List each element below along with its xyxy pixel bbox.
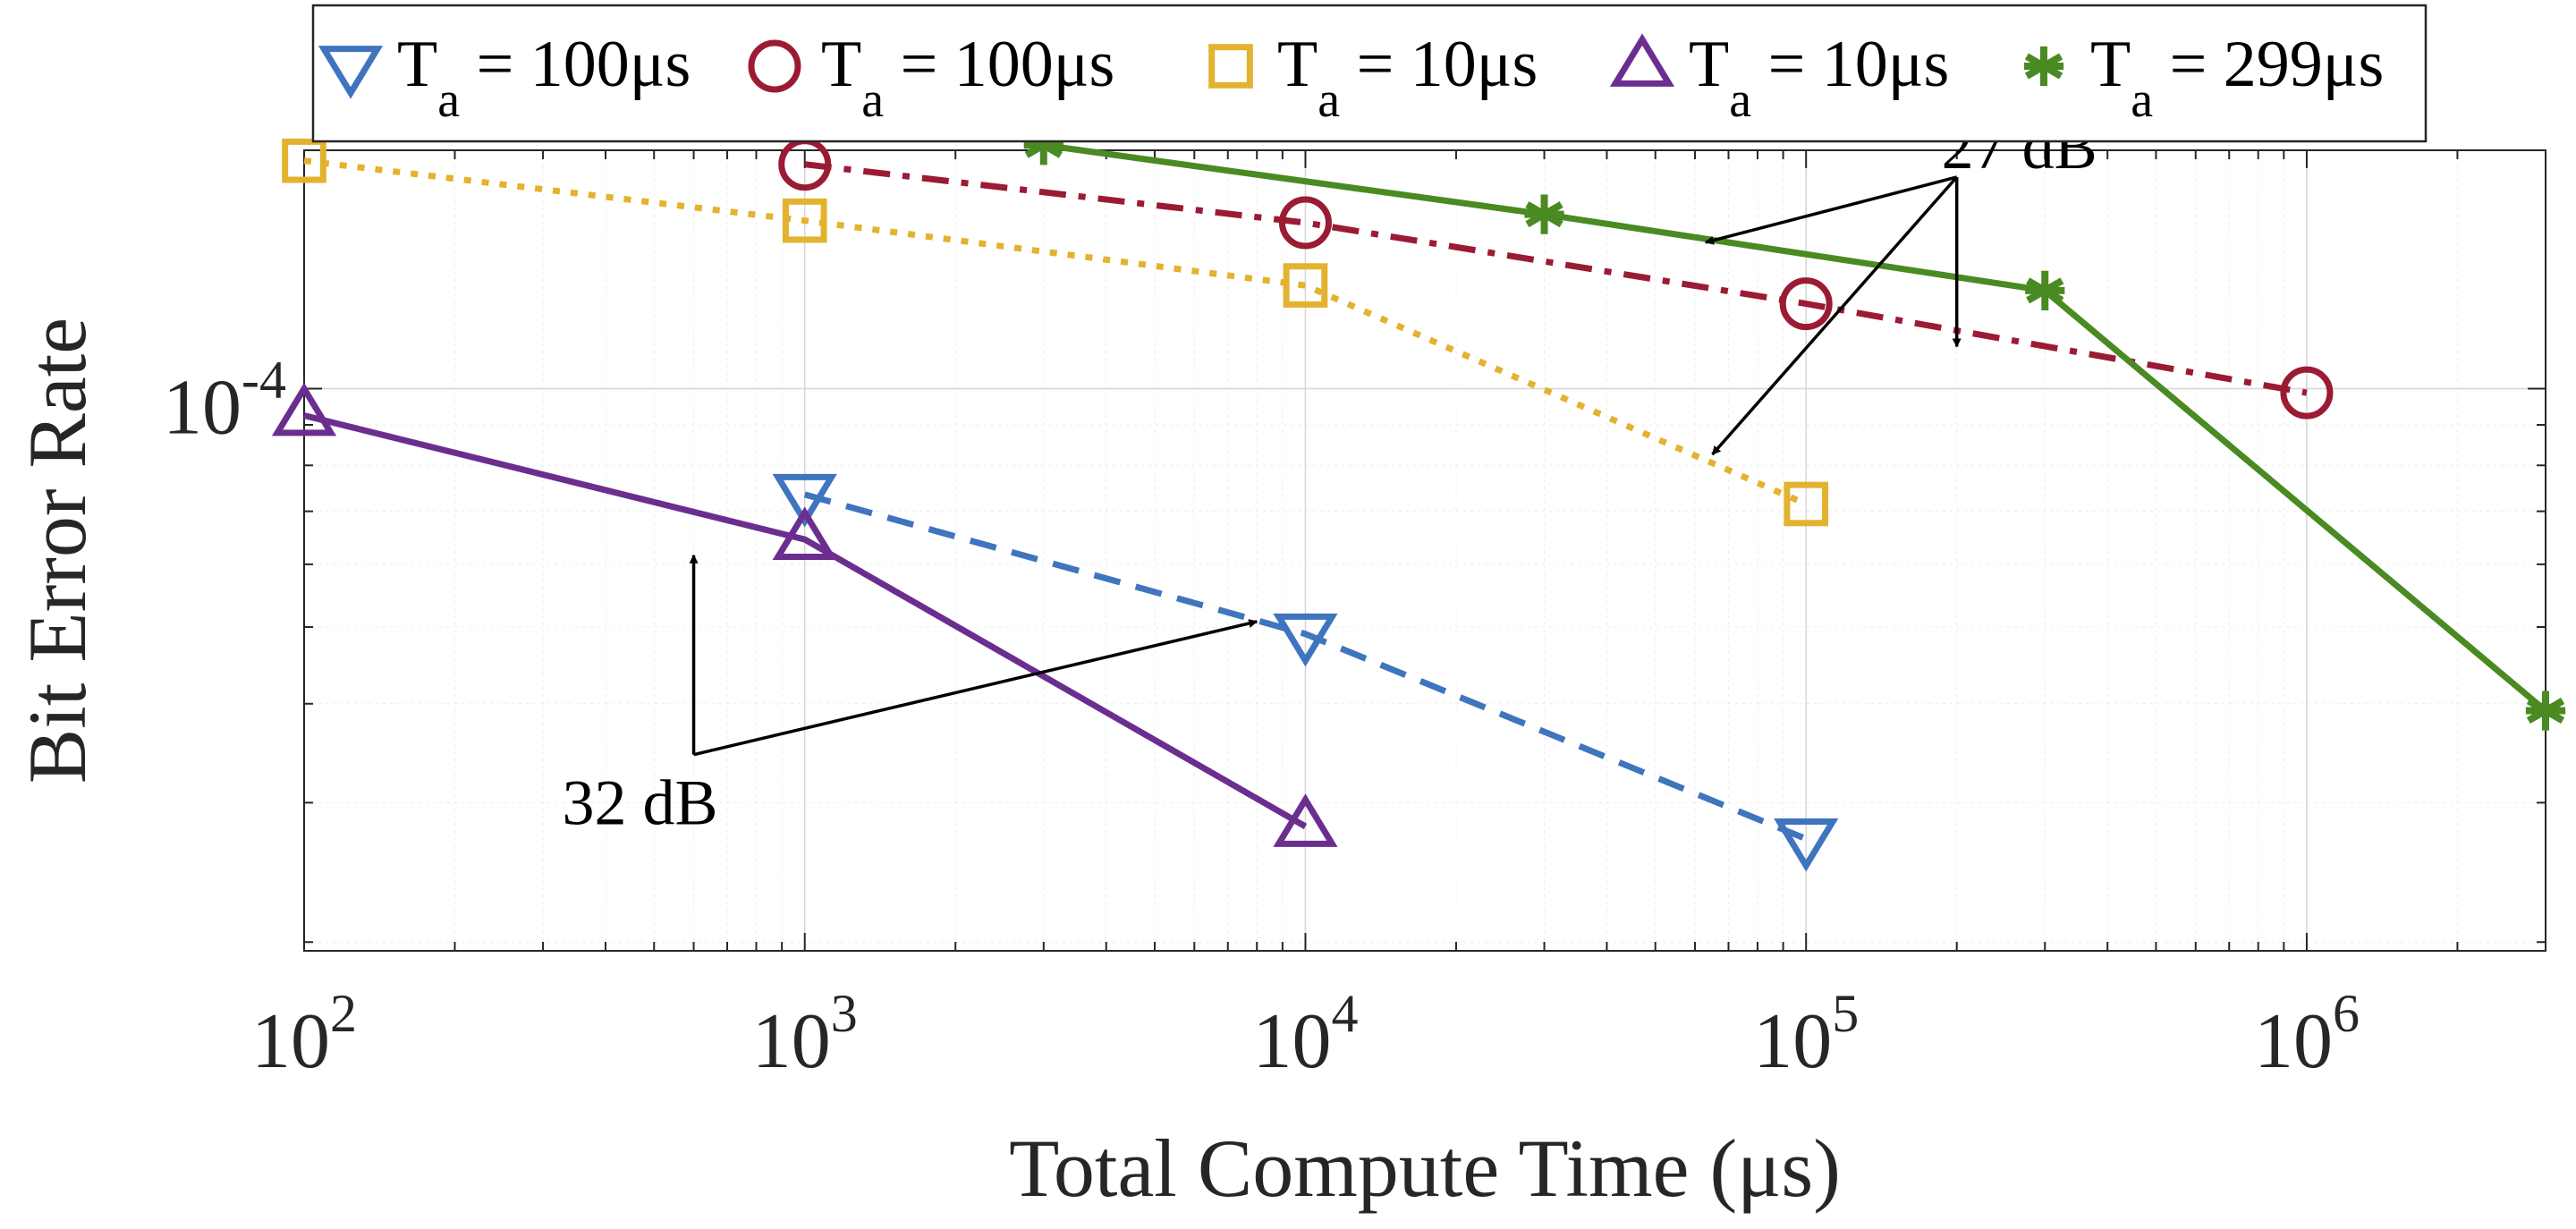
- x-tick-label: 106: [2254, 984, 2360, 1085]
- legend-entry-5: Ta = 299μs: [2023, 28, 2384, 128]
- triangle-up-marker: [1609, 33, 1675, 87]
- triangle-down-marker: [1273, 613, 1338, 667]
- circle-marker: [1779, 277, 1833, 331]
- legend-entry-1: Ta = 100μs: [318, 28, 691, 128]
- square-marker: [282, 138, 326, 183]
- square-marker: [1283, 263, 1328, 308]
- legend-box: [311, 4, 2428, 143]
- legend-label: Ta = 10μs: [1689, 28, 1949, 128]
- asterisk-marker: [2023, 46, 2064, 87]
- legend-entry-2: Ta = 100μs: [748, 28, 1114, 128]
- series-line: [803, 491, 1808, 843]
- asterisk-marker: [2525, 691, 2566, 731]
- axes: 102 103 104 105 106 10-4: [163, 149, 2546, 1085]
- triangle-down-marker: [1774, 818, 1839, 872]
- series-line: [804, 161, 2308, 396]
- legend-entry-3: Ta = 10μs: [1208, 28, 1538, 128]
- annotation-arrow: [1704, 175, 1958, 245]
- series-1: [772, 473, 1839, 872]
- triangle-down-marker: [772, 473, 837, 528]
- triangle-down-marker: [318, 46, 384, 99]
- series-4: [271, 382, 1338, 847]
- series-line: [303, 157, 1808, 507]
- legend-entry-4: Ta = 10μs: [1609, 28, 1949, 128]
- legend-label: Ta = 100μs: [397, 28, 691, 128]
- asterisk-marker: [2025, 270, 2065, 310]
- circle-marker: [1278, 196, 1332, 250]
- square-marker: [1208, 44, 1253, 89]
- legend-label: Ta = 10μs: [1277, 28, 1538, 128]
- series-2: [778, 138, 2334, 420]
- y-axis-label: Bit Error Rate: [12, 318, 103, 784]
- triangle-up-marker: [271, 382, 337, 437]
- asterisk-marker: [1524, 194, 1564, 234]
- series-3: [282, 138, 1829, 527]
- plot-frame: [303, 149, 2546, 952]
- annotation-1: 27 dB: [1704, 111, 2097, 456]
- x-axis-label: Total Compute Time (μs): [1009, 1123, 1841, 1214]
- annotation-label: 32 dB: [563, 767, 718, 839]
- legend: Ta = 100μs Ta = 100μs Ta = 10μs Ta = 10μs Ta…: [311, 4, 2428, 143]
- triangle-up-marker: [1273, 793, 1338, 847]
- square-marker: [1784, 481, 1829, 527]
- legend-label: Ta = 299μs: [2090, 28, 2384, 128]
- triangle-up-marker: [772, 506, 837, 561]
- square-marker: [782, 198, 827, 243]
- series-5: [1023, 125, 2566, 731]
- legend-label: Ta = 100μs: [821, 28, 1114, 128]
- series-layer: [271, 125, 2566, 872]
- x-tick-label: 103: [752, 984, 858, 1085]
- x-tick-label: 105: [1753, 984, 1859, 1085]
- annotation-arrow: [693, 619, 1258, 757]
- annotation-arrow: [1711, 175, 1959, 456]
- x-tick-label: 104: [1252, 984, 1358, 1085]
- y-tick-label: 10-4: [163, 350, 286, 451]
- series-line: [1043, 141, 2548, 714]
- annotation-2: 32 dB: [563, 554, 1258, 839]
- series-line: [303, 412, 1308, 829]
- x-tick-label: 102: [251, 984, 357, 1085]
- circle-marker: [748, 39, 801, 93]
- circle-marker: [2280, 366, 2334, 420]
